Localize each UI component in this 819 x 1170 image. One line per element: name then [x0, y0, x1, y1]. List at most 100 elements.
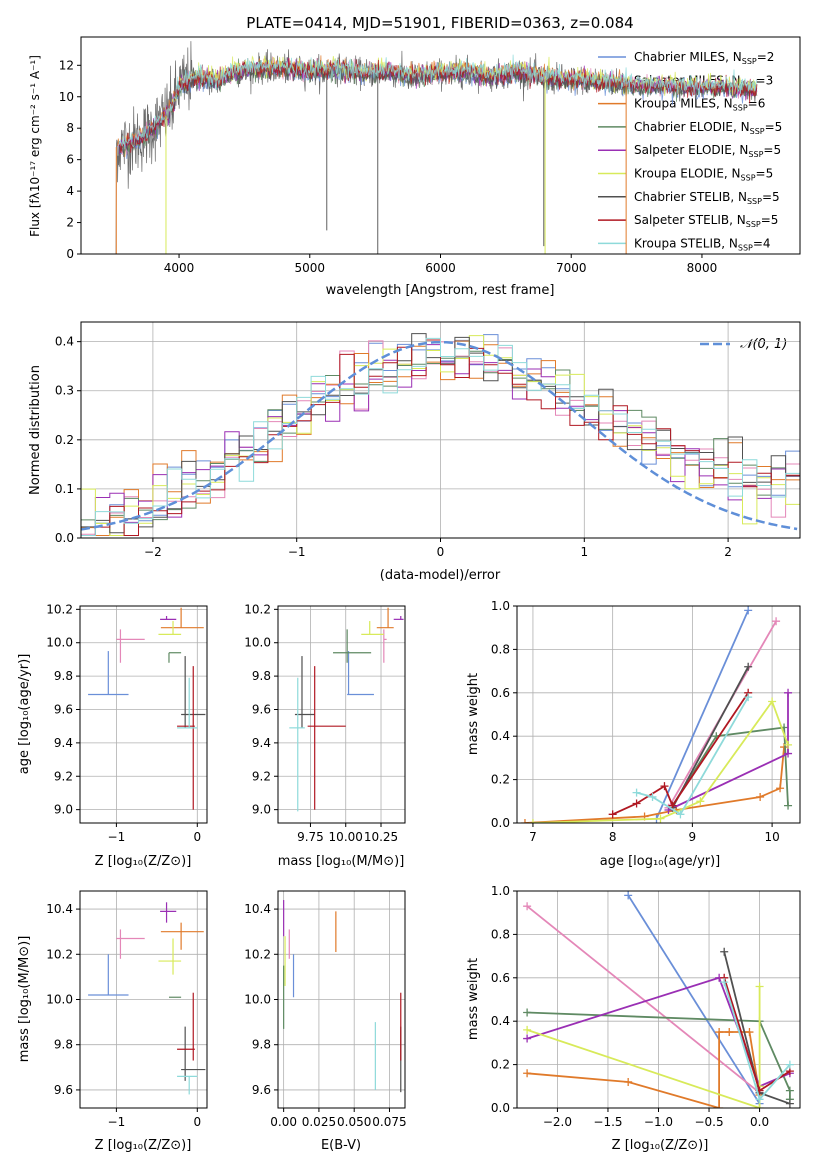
- weight_vs_age-line-5: [532, 699, 789, 823]
- normal-curve: [81, 340, 798, 531]
- age_vs_mass-xtick-label-2: 10.25: [364, 830, 398, 844]
- age_vs_Z-xtick-label-1: 0: [193, 830, 201, 844]
- spectrum-panel: PLATE=0414, MJD=51901, FIBERID=0363, z=0…: [28, 14, 782, 298]
- weight_vs_Z-line-3: [527, 1011, 791, 1100]
- mass_vs_ebv-xtick-label-0: 0.00: [270, 1115, 297, 1129]
- mass_vs_ebv-ytick-label-1: 9.8: [252, 1038, 271, 1052]
- age_vs_mass-xtick-label-1: 10.00: [329, 830, 363, 844]
- legend-label-6: Chabrier STELIB, NSSP=5: [634, 190, 780, 206]
- mass_vs_Z-plot-area: [88, 902, 206, 1095]
- weight_vs_Z-marker-3-0: [523, 1008, 532, 1017]
- weight_vs_age-xtick-label-3: 10: [764, 830, 779, 844]
- legend-label-8: Kroupa STELIB, NSSP=4: [634, 236, 771, 252]
- weight_vs_Z-marker-2-2: [715, 1104, 724, 1108]
- weight_vs_Z-ytick-label-5: 1.0: [491, 884, 510, 898]
- weight-age-y-label: mass weight: [466, 673, 481, 755]
- weight_vs_Z-marker-1-0: [523, 902, 532, 911]
- weight_vs_Z-marker-8-2: [785, 1060, 794, 1069]
- weight_vs_age-ytick-label-5: 1.0: [491, 599, 510, 613]
- weight_vs_age-marker-6-1: [744, 662, 753, 671]
- weight_vs_age-frame: [516, 605, 801, 824]
- legend-label-end: =2: [757, 50, 775, 64]
- spectrum-xtick-label-4: 8000: [687, 261, 718, 275]
- weight_vs_age-xtick-label-1: 8: [609, 830, 617, 844]
- mass_vs_ebv-ytick-label-0: 9.6: [252, 1083, 271, 1097]
- weight_vs_Z-ytick-label-4: 0.8: [491, 927, 510, 941]
- age_vs_mass-xtick-label-0: 9.75: [297, 830, 324, 844]
- legend-label-sub: SSP: [750, 127, 765, 136]
- weight_vs_Z-marker-5-2: [755, 982, 764, 991]
- weight_vs_Z-xtick-label-4: 0.0: [750, 1115, 769, 1129]
- weight_vs_age-marker-2-3: [756, 792, 765, 801]
- legend-label-sub: SSP: [741, 174, 756, 183]
- weight_vs_age-marker-8-3: [744, 693, 753, 702]
- spectrum-model-line-8: [118, 54, 758, 150]
- mass_vs_Z-xtick-label-1: 0: [193, 1115, 201, 1129]
- weight_vs_age-ytick-label-2: 0.4: [491, 729, 510, 743]
- weight_vs_Z-marker-2-0: [523, 1069, 532, 1078]
- age_vs_mass-ytick-label-2: 9.4: [252, 736, 271, 750]
- mass_vs_ebv-plot-area: [283, 900, 402, 1093]
- weight_vs_age-xtick-label-0: 7: [529, 830, 537, 844]
- legend-label-end: =6: [748, 97, 766, 111]
- mass_vs_Z-ytick-label-1: 9.8: [54, 1038, 73, 1052]
- weight_vs_Z-marker-2-4: [725, 1028, 734, 1037]
- legend-label-end: =3: [756, 73, 774, 87]
- weight_vs_Z-ytick-label-2: 0.4: [491, 1014, 510, 1028]
- age_vs_mass-ytick-label-1: 9.2: [252, 769, 271, 783]
- weight_vs_Z-marker-8-0: [720, 978, 729, 987]
- age_vs_mass-ytick-label-5: 10.0: [244, 636, 271, 650]
- legend-label-2: Kroupa MILES, NSSP=6: [634, 97, 765, 113]
- weight_vs_age-marker-5-0: [528, 819, 537, 823]
- residuals-plot-area: [81, 333, 800, 536]
- residuals-legend-label: 𝒩(0, 1): [740, 337, 787, 352]
- weight_vs_age-marker-2-4: [776, 784, 785, 793]
- legend-label-main: Salpeter ELODIE, N: [634, 143, 748, 157]
- mass_vs_Z-axes: −1 0 9.6 9.8 10.0 10.2 10.4: [46, 890, 208, 1129]
- age_vs_Z-ytick-label-3: 9.6: [54, 702, 73, 716]
- weight_vs_age-line-2: [524, 746, 785, 823]
- weight_vs_age-marker-5-1: [656, 814, 665, 823]
- spectrum-xtick-label-2: 6000: [425, 261, 456, 275]
- mass-ebv-x-label: E(B-V): [321, 1138, 361, 1153]
- legend-label-main: Chabrier STELIB, N: [634, 190, 747, 204]
- residuals-panel: (data-model)/error Normed distribution 𝒩…: [28, 337, 787, 583]
- mass_vs_ebv-xtick-label-2: 0.050: [337, 1115, 371, 1129]
- weight_vs_Z-ytick-label-1: 0.2: [491, 1058, 510, 1072]
- weight_vs_age-ytick-label-1: 0.2: [491, 773, 510, 787]
- residuals-ytick-label-2: 0.2: [55, 433, 74, 447]
- age_vs_Z-plot-area: [88, 607, 206, 810]
- legend-label-end: =5: [762, 190, 780, 204]
- weight_vs_age-marker-8-2: [676, 810, 685, 819]
- residuals-axes: −2 −1 0 1 2 0.0 0.1 0.2 0.3 0.4: [55, 321, 801, 559]
- weight_vs_age-marker-1-1: [772, 617, 781, 626]
- residuals-x-label: (data-model)/error: [380, 568, 501, 583]
- weight_vs_age-ytick-label-0: 0.0: [491, 816, 510, 830]
- spectrum-model-line-5: [165, 55, 758, 115]
- weight_vs_age-line-0: [655, 609, 750, 820]
- weight_vs_age-xtick-label-2: 9: [689, 830, 697, 844]
- residuals-xtick-label-2: 0: [437, 545, 445, 559]
- spectrum-ytick-label-4: 8: [66, 121, 74, 135]
- mass_vs_Z-ytick-label-3: 10.2: [46, 947, 73, 961]
- spectrum-plot-area: [113, 41, 758, 254]
- weight_vs_age-ytick-label-3: 0.6: [491, 686, 510, 700]
- residuals-ytick-label-1: 0.1: [55, 482, 74, 496]
- legend-label-sub: SSP: [733, 104, 748, 113]
- mass-z-x-label: Z [log₁₀(Z/Z⊙)]: [95, 1138, 192, 1153]
- mass_vs_Z-ytick-label-0: 9.6: [54, 1083, 73, 1097]
- legend-label-7: Salpeter STELIB, NSSP=5: [634, 213, 778, 229]
- legend-label-sub: SSP: [748, 150, 763, 159]
- weight_vs_age-marker-4-1: [784, 749, 793, 758]
- age_vs_mass-ytick-label-3: 9.6: [252, 702, 271, 716]
- residuals-xtick-label-1: −1: [288, 545, 306, 559]
- weight_vs_age-marker-7-3: [668, 801, 677, 810]
- weight_vs_age-marker-8-0: [632, 788, 641, 797]
- legend-label-4: Salpeter ELODIE, NSSP=5: [634, 143, 781, 159]
- legend-label-sub: SSP: [738, 243, 753, 252]
- weight_vs_age-marker-7-1: [632, 799, 641, 808]
- residuals-xtick-label-0: −2: [144, 545, 162, 559]
- spectrum-ytick-label-3: 6: [66, 153, 74, 167]
- residuals-xtick-label-4: 2: [724, 545, 732, 559]
